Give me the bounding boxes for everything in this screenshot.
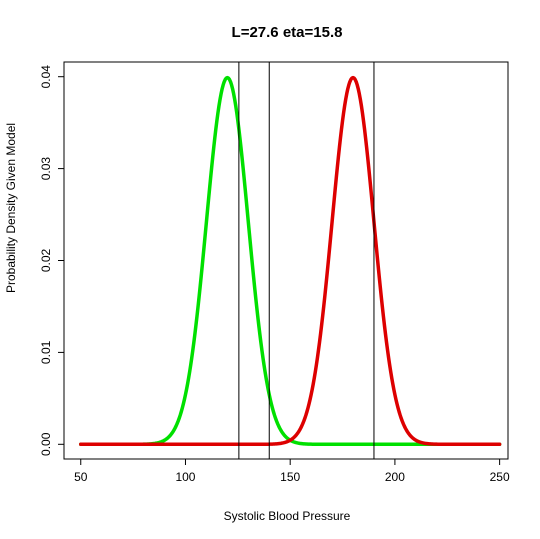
density-curve-2: [79, 75, 502, 447]
y-tick-label: 0.03: [39, 157, 53, 181]
x-tick-label: 150: [280, 470, 300, 484]
density-curve-1: [79, 75, 502, 447]
x-tick-label: 200: [385, 470, 405, 484]
chart-title: L=27.6 eta=15.8: [232, 24, 343, 41]
plot-frame: [63, 61, 509, 460]
chart-marks: 50 100 150 200 250 0.00 0.01 0.02 0.03 0.04: [39, 62, 510, 484]
x-axis-label: Systolic Blood Pressure: [224, 509, 351, 523]
y-tick-label: 0.02: [39, 248, 53, 272]
x-tick-label: 250: [490, 470, 510, 484]
y-tick-label: 0.01: [39, 340, 53, 364]
y-tick-label: 0.00: [39, 432, 53, 456]
y-axis-label: Probability Density Given Model: [4, 123, 18, 293]
x-tick-label: 100: [175, 470, 195, 484]
y-tick-label: 0.04: [39, 65, 53, 89]
x-tick-label: 50: [74, 470, 88, 484]
